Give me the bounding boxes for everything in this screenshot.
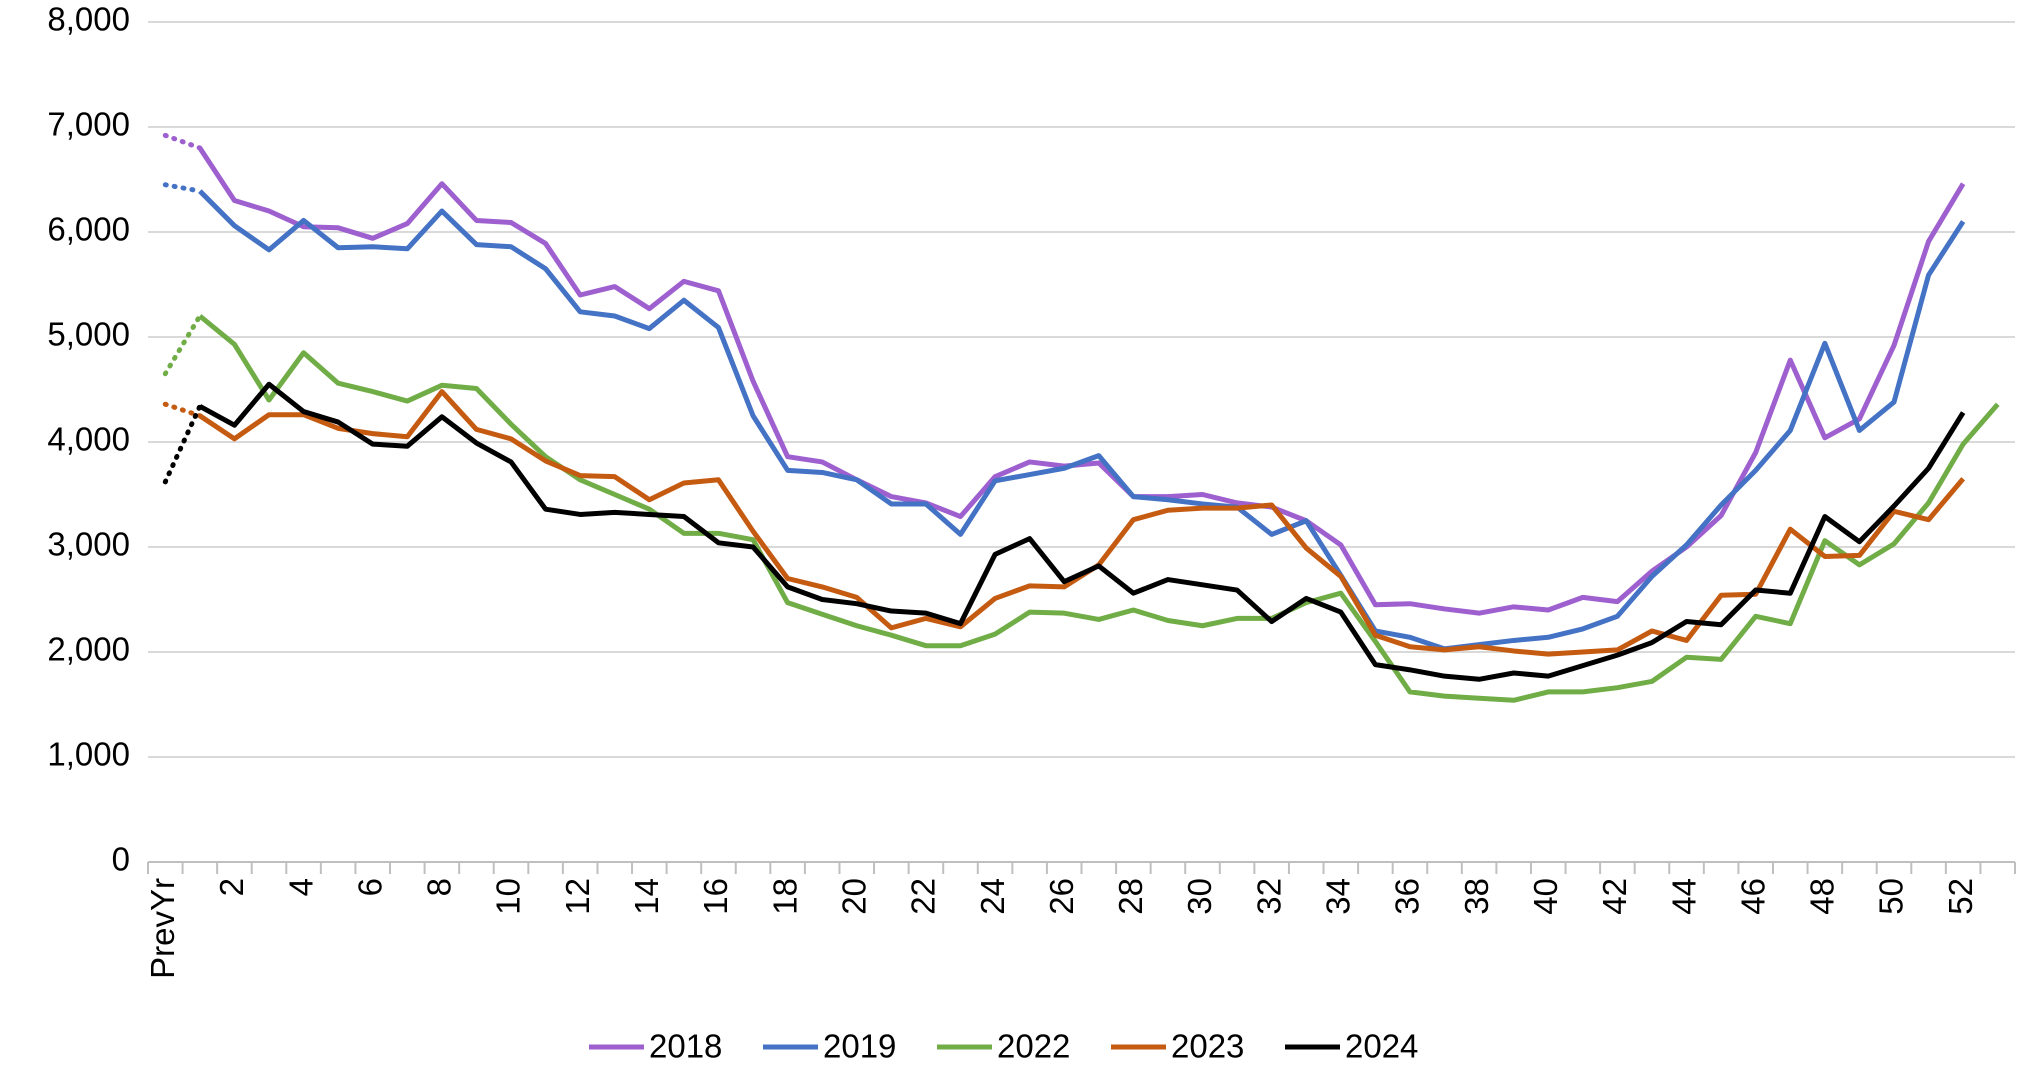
x-tick-label: 46: [1734, 878, 1771, 915]
legend-label: 2018: [649, 1028, 722, 1065]
x-tick-label: 26: [1043, 878, 1080, 915]
x-tick-label: 44: [1665, 878, 1702, 915]
x-tick-label: 16: [697, 878, 734, 915]
legend-label: 2023: [1171, 1028, 1244, 1065]
x-tick-label: 2: [213, 878, 250, 896]
x-tick-label: 18: [766, 878, 803, 915]
y-tick-label: 1,000: [47, 736, 130, 773]
series-line: [198, 189, 1966, 652]
x-tick-label: 38: [1458, 878, 1495, 915]
series-line: [198, 381, 1966, 682]
x-tick-label: 24: [974, 878, 1011, 915]
series-line: [198, 314, 2000, 703]
y-tick-label: 6,000: [47, 211, 130, 248]
prev-year-link: [162, 132, 203, 151]
x-tick-label: 48: [1804, 878, 1841, 915]
x-tick-label: 50: [1873, 878, 1910, 915]
prev-year-link: [162, 313, 203, 377]
prev-year-link: [162, 403, 203, 485]
prev-year-link: [162, 182, 203, 194]
x-tick-label: 42: [1596, 878, 1633, 915]
y-tick-label: 7,000: [47, 106, 130, 143]
x-tick-label: 12: [559, 878, 596, 915]
x-tick-label: 14: [628, 878, 665, 915]
x-tick-label: 32: [1250, 878, 1287, 915]
legend-label: 2022: [997, 1028, 1070, 1065]
y-tick-label: 2,000: [47, 631, 130, 668]
x-tick-label: 40: [1527, 878, 1564, 915]
x-tick-label: 28: [1112, 878, 1149, 915]
y-tick-label: 3,000: [47, 526, 130, 563]
y-tick-label: 4,000: [47, 421, 130, 458]
x-tick-label: 52: [1942, 878, 1979, 915]
y-tick-label: 0: [112, 841, 130, 878]
x-tick-label: 36: [1389, 878, 1426, 915]
x-tick-label: 20: [835, 878, 872, 915]
x-tick-label: 4: [282, 878, 319, 896]
x-tick-label: 34: [1320, 878, 1357, 915]
x-tick-label: 6: [351, 878, 388, 896]
x-tick-label: PrevYr: [144, 878, 181, 979]
series-line: [197, 146, 1966, 616]
x-tick-label: 10: [490, 878, 527, 915]
x-tick-label: 22: [905, 878, 942, 915]
legend-label: 2019: [823, 1028, 896, 1065]
y-tick-label: 8,000: [47, 1, 130, 38]
y-tick-label: 5,000: [47, 316, 130, 353]
x-tick-label: 8: [421, 878, 458, 896]
x-tick-label: 30: [1181, 878, 1218, 915]
legend-label: 2024: [1345, 1028, 1418, 1065]
